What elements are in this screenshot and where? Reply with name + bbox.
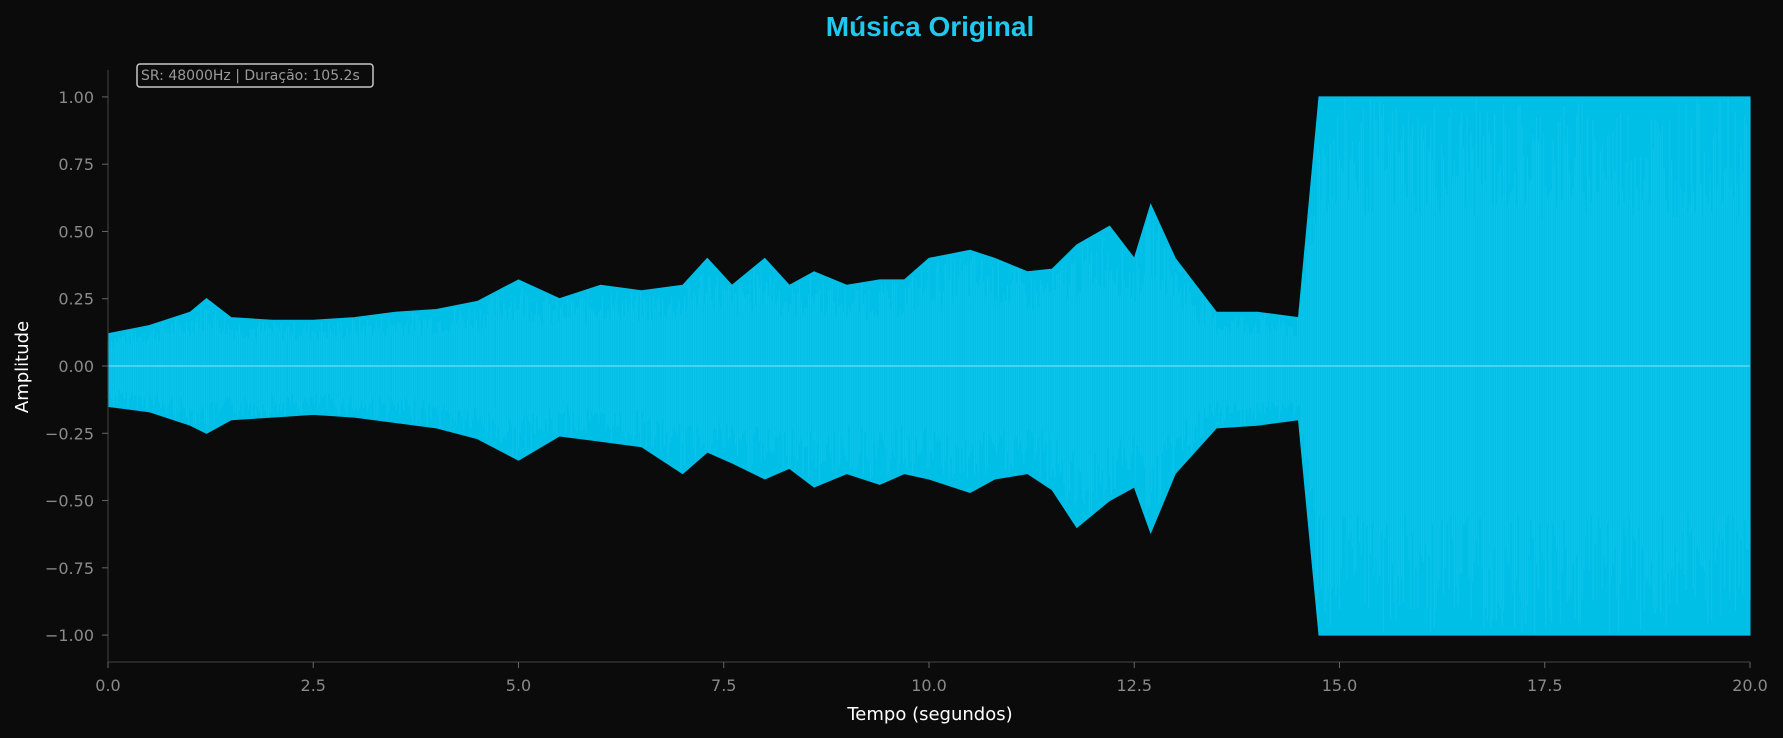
y-tick-label: −0.75	[45, 559, 94, 578]
chart-title: Música Original	[826, 11, 1035, 42]
y-tick-label: −1.00	[45, 626, 94, 645]
y-tick-label: 0.25	[58, 290, 94, 309]
y-tick-label: −0.25	[45, 424, 94, 443]
info-box-frame	[136, 63, 374, 88]
y-ticks: 1.00 0.75 0.50 0.25 0.00 −0.25 −0.50 −0.75 −1.00	[45, 88, 108, 645]
x-ticks: 0.0 2.5 5.0 7.5 10.0 12.5 15.0 17.5 20.0	[95, 662, 1768, 695]
x-tick-label: 7.5	[711, 676, 736, 695]
x-tick-label: 17.5	[1527, 676, 1563, 695]
y-tick-label: −0.50	[45, 492, 94, 511]
x-tick-label: 15.0	[1322, 676, 1358, 695]
y-axis-label: Amplitude	[12, 321, 33, 413]
x-tick-label: 2.5	[301, 676, 326, 695]
y-tick-label: 0.50	[58, 222, 94, 241]
x-tick-label: 12.5	[1116, 676, 1152, 695]
y-tick-label: 0.75	[58, 155, 94, 174]
x-tick-label: 20.0	[1732, 676, 1768, 695]
x-tick-label: 10.0	[911, 676, 947, 695]
x-tick-label: 5.0	[506, 676, 531, 695]
y-tick-label: 0.00	[58, 357, 94, 376]
plot-area	[107, 70, 1751, 663]
info-box-text: SR: 48000Hz | Duração: 105.2s	[141, 68, 360, 84]
x-axis-label: Tempo (segundos)	[846, 704, 1012, 725]
x-tick-label: 0.0	[95, 676, 120, 695]
y-tick-label: 1.00	[58, 88, 94, 107]
info-box: SR: 48000Hz | Duração: 105.2s	[136, 63, 374, 88]
